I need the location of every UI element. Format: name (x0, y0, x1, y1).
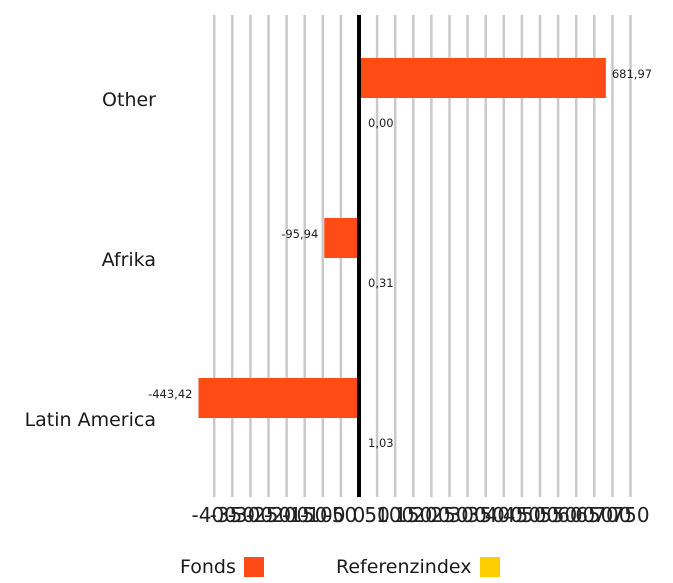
legend-item-fonds: Fonds (180, 556, 264, 578)
x-tick-label: -50 (325, 503, 358, 527)
legend-swatch-referenzindex (479, 557, 500, 577)
bar-fonds-afrika (324, 218, 359, 258)
x-tick-label: 400 (485, 503, 523, 527)
value-label-referenzindex: 0,00 (368, 116, 394, 130)
x-tick-label: 100 (376, 503, 414, 527)
x-tick-label: -400 (192, 503, 237, 527)
x-tick-label: 700 (593, 503, 631, 527)
x-tick-label: 300 (449, 503, 487, 527)
bars (198, 58, 606, 423)
value-label-fonds: -443,42 (148, 387, 192, 401)
x-tick-label: -350 (210, 503, 255, 527)
legend-item-referenzindex: Referenzindex (336, 556, 500, 578)
legend-swatch-fonds (243, 557, 264, 577)
x-tick-label: 450 (503, 503, 541, 527)
x-tick-label: 750 (611, 503, 649, 527)
value-label-referenzindex: 1,03 (368, 436, 394, 450)
category-labels: Other Afrika Latin America (25, 89, 157, 431)
x-tick-label: 550 (539, 503, 577, 527)
category-label: Afrika (102, 249, 156, 271)
x-tick-label: -200 (264, 503, 309, 527)
x-tick-label: -100 (300, 503, 345, 527)
x-tick-label: -150 (282, 503, 327, 527)
bar-fonds-latin-america (198, 378, 359, 418)
x-tick-label: 500 (521, 503, 559, 527)
x-tick-label: -300 (228, 503, 273, 527)
category-label: Other (102, 89, 156, 111)
value-label-fonds: 681,97 (612, 67, 652, 81)
value-labels: 681,97 0,00 -95,94 0,31 -443,42 1,03 (148, 67, 652, 450)
x-tick-label: 650 (575, 503, 613, 527)
x-tick-label: 350 (467, 503, 505, 527)
value-label-fonds: -95,94 (281, 227, 318, 241)
bar-fonds-other (359, 58, 606, 98)
legend: Fonds Referenzindex (0, 556, 673, 582)
legend-label-fonds: Fonds (180, 556, 236, 578)
x-tick-label: -250 (246, 503, 291, 527)
x-tick-label: 200 (412, 503, 450, 527)
value-label-referenzindex: 0,31 (368, 276, 394, 290)
x-tick-label: 250 (430, 503, 468, 527)
x-tick-label: 0 (353, 503, 366, 527)
x-tick-label: 600 (557, 503, 595, 527)
category-label: Latin America (25, 409, 156, 431)
legend-label-referenzindex: Referenzindex (336, 556, 472, 578)
x-tick-labels: -400-350-300-250-200-150-100-500 50100150… (192, 503, 650, 527)
x-tick-label: 150 (394, 503, 432, 527)
x-tick-label: 50 (364, 503, 389, 527)
